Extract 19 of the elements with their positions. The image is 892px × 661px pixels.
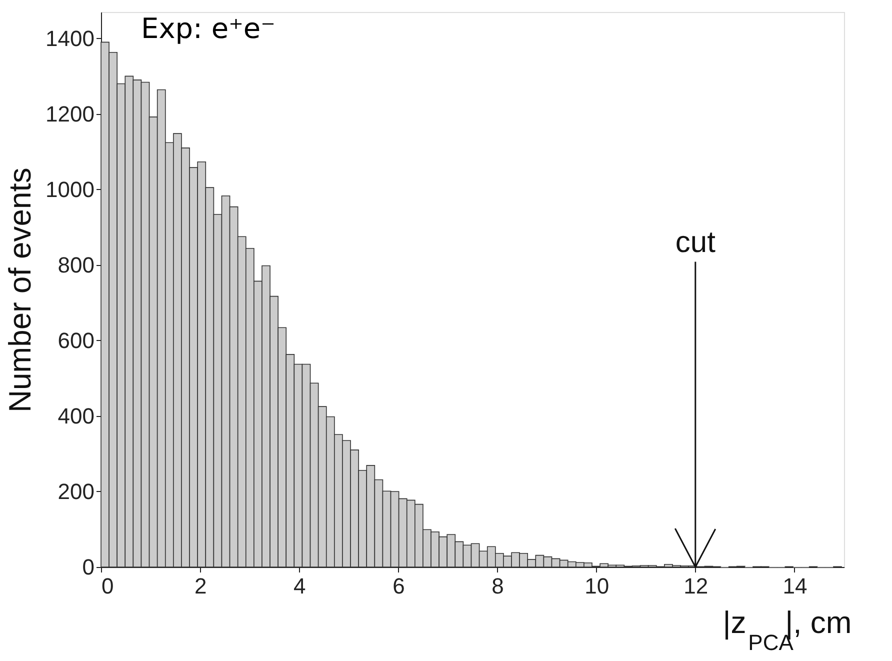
x-tick-label: 8 [492,574,504,598]
x-tick-label: 4 [294,574,306,598]
y-tick-label: 200 [58,478,94,504]
x-tick-label: 10 [584,574,610,598]
y-tick-label: 0 [82,554,94,580]
y-tick-label: 1400 [46,26,94,51]
ref-line-label: cut [675,226,716,259]
y-tick-label: 1000 [46,176,94,202]
x-tick-label: 12 [684,574,708,598]
y-tick-label: 400 [58,403,94,428]
x-tick-label: 14 [782,574,808,598]
y-tick-label: 1200 [46,101,94,126]
x-tick-label: 0 [102,574,114,598]
y-axis-title: Number of events [2,168,38,412]
x-tick-label: 6 [392,574,405,598]
y-tick-label: 600 [58,328,94,353]
y-tick-label: 800 [58,252,94,278]
x-tick-label: 2 [194,574,207,598]
annotation: Exp: e⁺e⁻ [141,12,276,45]
